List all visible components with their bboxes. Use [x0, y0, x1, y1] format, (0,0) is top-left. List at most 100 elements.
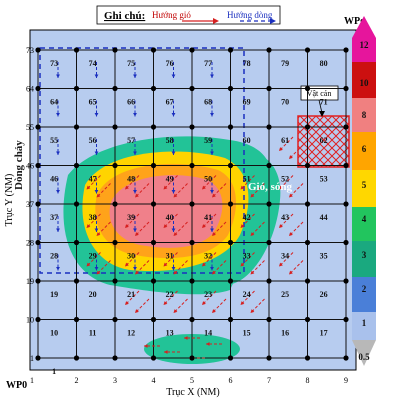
legend-wind-label: Hướng gió: [152, 10, 191, 20]
flow-arrowhead: [289, 155, 293, 159]
grid-node: [35, 162, 41, 169]
grid-node: [304, 316, 311, 323]
node-label: 31: [166, 252, 174, 261]
y-tick-label: 19: [26, 277, 34, 286]
grid-node: [150, 278, 157, 284]
node-label: 44: [320, 213, 328, 222]
flow-arrowhead: [212, 232, 216, 236]
flow-arrowhead: [164, 350, 168, 354]
node-label: 70: [281, 98, 289, 107]
grid-node: [227, 85, 234, 92]
node-label: 48: [127, 175, 135, 184]
grid-node: [227, 124, 234, 130]
flow-arrowhead: [135, 193, 139, 198]
grid-node: [343, 124, 349, 130]
node-label: 19: [50, 290, 58, 299]
node-label: 38: [89, 213, 97, 222]
current-region-label: Dòng chảy: [13, 140, 25, 190]
flow-arrowhead: [125, 262, 129, 267]
grid-node: [266, 47, 272, 53]
flow-arrowhead: [206, 342, 210, 346]
flow-arrowhead: [133, 189, 137, 194]
flow-arrowhead: [133, 74, 137, 78]
flow-arrowhead: [163, 262, 168, 267]
node-label: 52: [281, 175, 289, 184]
legend-current-arrowhead: [270, 18, 276, 24]
flow-arrowhead: [94, 74, 99, 78]
node-label: 34: [281, 252, 289, 261]
grid-node: [266, 124, 272, 130]
flow-arrowhead: [125, 224, 129, 228]
flow-arrowhead: [135, 309, 139, 313]
grid-node: [343, 85, 349, 92]
flow-arrowhead: [250, 232, 255, 236]
grid-node: [189, 162, 195, 169]
legend-box: [96, 5, 281, 25]
flow-arrowhead: [212, 270, 216, 275]
grid-node: [343, 201, 349, 207]
grid-node: [189, 278, 195, 284]
grid-node: [112, 47, 118, 53]
grid-node: [227, 239, 234, 246]
grid-node: [35, 85, 41, 92]
flow-arrowhead: [202, 224, 206, 228]
y-tick-label: 37: [26, 200, 34, 209]
flow-arrowhead: [171, 74, 176, 78]
node-label: 16: [281, 329, 289, 338]
colorbar-segment: [352, 277, 376, 312]
flow-arrowhead: [171, 228, 176, 232]
grid-node: [112, 355, 118, 361]
grid-node: [35, 201, 41, 207]
grid-node: [343, 47, 349, 53]
flow-arrowhead: [173, 270, 178, 275]
node-label: 58: [166, 136, 174, 145]
grid-node: [304, 239, 311, 246]
obstacle: Vật cản: [297, 85, 350, 168]
grid-node: [112, 201, 118, 207]
grid-node: [266, 355, 272, 361]
grid-node: [73, 47, 80, 53]
node-label: 41: [204, 213, 212, 222]
grid-node: [304, 47, 311, 53]
node-label: 76: [166, 59, 174, 68]
grid-node: [266, 316, 272, 323]
colorbar-label: 12: [360, 40, 370, 50]
obstacle-pointer-head: [319, 111, 325, 117]
flow-arrowhead: [125, 185, 129, 190]
node-label: 74: [89, 59, 97, 68]
flow-arrowhead: [135, 232, 139, 236]
grid-node: [35, 316, 41, 323]
grid-node: [112, 239, 118, 246]
node-label: 21: [127, 290, 135, 299]
flow-arrowhead: [184, 336, 188, 340]
y-tick-label: 28: [26, 239, 34, 248]
flow-arrowhead: [171, 189, 176, 194]
flow-arrowhead: [96, 270, 101, 275]
node-label: 79: [281, 59, 289, 68]
y-axis-label: Trục Y (NM): [4, 174, 15, 227]
flow-arrowhead: [56, 266, 60, 271]
colorbar-label: 6: [362, 144, 367, 154]
y-tick-label: 73: [26, 46, 34, 55]
node-label: 71: [320, 98, 328, 107]
obstacle-area: [297, 115, 350, 168]
flow-arrowhead: [202, 185, 206, 190]
flow-arrowhead: [56, 228, 60, 232]
x-ticks: 1 2 3 4 5 6 7 8 9: [30, 376, 348, 385]
grid-node: [189, 47, 195, 53]
grid-node: [35, 278, 41, 284]
flow-arrowhead: [94, 228, 99, 232]
flow-arrowhead: [56, 74, 60, 78]
flow-arrowhead: [289, 232, 293, 236]
grid-node: [266, 162, 272, 169]
grid-node: [150, 316, 157, 323]
x-tick-label: 6: [229, 376, 233, 385]
flow-arrowhead: [250, 270, 255, 275]
flow-arrowhead: [279, 147, 283, 151]
flow-arrowhead: [133, 228, 137, 232]
flow-arrowhead: [56, 189, 60, 194]
colorbar-label: 0.5: [358, 352, 370, 362]
node-label: 78: [243, 59, 251, 68]
